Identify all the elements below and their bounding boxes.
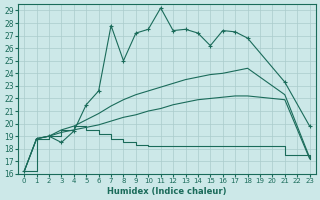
X-axis label: Humidex (Indice chaleur): Humidex (Indice chaleur) xyxy=(107,187,227,196)
